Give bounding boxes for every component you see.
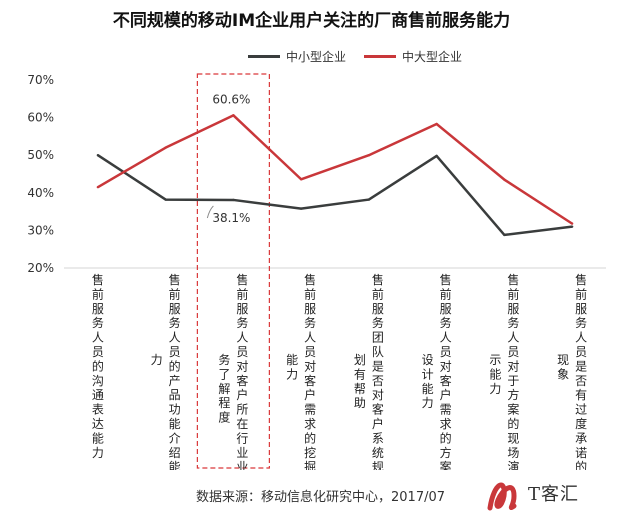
series-1-point bbox=[367, 198, 371, 201]
x-category-label: 售前服务人员对客户所在行业业 bbox=[236, 272, 248, 470]
highlight-box bbox=[196, 73, 270, 469]
legend-item-series-1: 中小型企业 bbox=[248, 48, 346, 65]
series-line-1 bbox=[97, 154, 573, 237]
legend-label-series-2: 中大型企业 bbox=[402, 49, 463, 64]
series-1-point bbox=[503, 233, 506, 237]
series-2-point bbox=[96, 185, 100, 189]
x-category-label: 务了解程度 bbox=[218, 352, 230, 425]
legend-swatch-series-1 bbox=[248, 54, 280, 58]
x-category-label: 售前服务人员的产品功能介绍能 bbox=[169, 272, 181, 470]
y-tick-label: 20% bbox=[27, 261, 54, 275]
data-label-leader bbox=[206, 205, 214, 219]
series-2-point bbox=[232, 114, 235, 117]
watermark-text: T客汇 bbox=[528, 484, 580, 505]
x-category-label: 售前服务人员对客户需求的方案 bbox=[440, 272, 452, 470]
series-1-point bbox=[299, 207, 303, 210]
x-category-label: 示能力 bbox=[489, 353, 501, 396]
y-tick-label: 30% bbox=[27, 223, 54, 237]
data-label-highlight-large: 60.6% bbox=[212, 92, 250, 106]
y-tick-label: 60% bbox=[27, 111, 54, 125]
x-category-label: 售前服务人员的沟通表达能力 bbox=[92, 272, 104, 460]
series-2-point bbox=[435, 122, 438, 126]
legend-swatch-series-2 bbox=[364, 54, 397, 58]
line-chart: 70% 60% 50% 40% 30% 20% 售前服务人员的沟通表达能力 售前服务人员的产品… bbox=[27, 73, 606, 470]
x-category-label: 现象 bbox=[557, 353, 569, 381]
legend-label-series-1: 中小型企业 bbox=[286, 49, 347, 64]
y-tick-label: 40% bbox=[27, 186, 54, 200]
data-label-highlight-small: 38.1% bbox=[212, 211, 250, 225]
x-category-label: 划有帮助 bbox=[354, 353, 366, 410]
x-category-label: 力 bbox=[151, 353, 163, 367]
series-1-point bbox=[435, 154, 438, 158]
x-category-label: 售前服务人员对于方案的现场演 bbox=[507, 272, 519, 470]
series-2-point bbox=[164, 146, 167, 149]
watermark-emblem-icon bbox=[487, 482, 517, 511]
legend-item-series-2: 中大型企业 bbox=[364, 48, 462, 65]
legend: 中小型企业 中大型企业 bbox=[248, 48, 480, 64]
chart-title: 不同规模的移动IM企业用户关注的厂商售前服务能力 bbox=[112, 11, 511, 31]
x-category-label: 设计能力 bbox=[422, 353, 434, 410]
series-1-point bbox=[164, 198, 167, 201]
y-tick-label: 50% bbox=[27, 148, 54, 162]
y-tick-label: 70% bbox=[27, 73, 54, 87]
series-1-point bbox=[570, 225, 574, 228]
series-line-2 bbox=[97, 114, 573, 225]
x-category-label: 售前服务人员对客户需求的挖掘 bbox=[304, 272, 316, 470]
watermark-logo: T客汇 bbox=[484, 472, 614, 516]
series-2-point bbox=[299, 178, 303, 181]
series-1-point bbox=[232, 198, 235, 202]
data-source-note: 数据来源：移动信息化研究中心，2017/07 bbox=[196, 490, 446, 505]
series-1-point bbox=[96, 154, 100, 157]
series-2-point bbox=[367, 154, 371, 157]
series-2-point bbox=[570, 222, 574, 225]
x-category-label: 能力 bbox=[286, 353, 298, 381]
x-category-label: 售前服务人员是否有过度承诺的 bbox=[575, 272, 587, 470]
series-2-point bbox=[503, 178, 506, 181]
x-category-label: 售前服务团队是否对客户系统规 bbox=[372, 272, 384, 470]
